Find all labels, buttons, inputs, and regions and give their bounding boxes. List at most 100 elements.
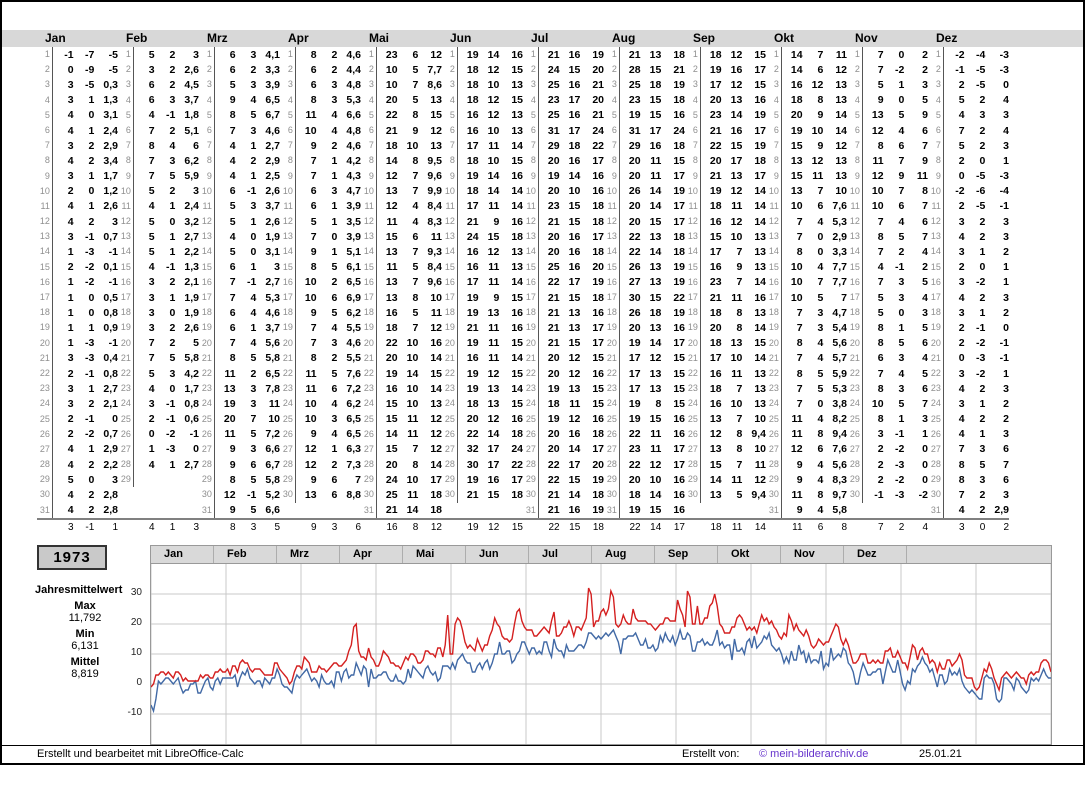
temp-max-cell: 9 <box>310 306 317 319</box>
day-number: 31 <box>199 502 215 518</box>
day-row: 10 6 -1 2,6 <box>199 183 280 199</box>
day-row: 5 20 9 14 <box>766 107 847 123</box>
temp-mean-cell: 5,3 <box>832 215 847 228</box>
temp-mean-cell: 5,3 <box>346 94 361 107</box>
temp-mean-cell: 15 <box>592 382 604 395</box>
temp-mean-cell: 9,4 <box>751 428 766 441</box>
day-number: 11 <box>604 198 620 215</box>
temp-mean-cell: 1 <box>1003 261 1009 274</box>
temp-max-cell: 9 <box>796 504 803 517</box>
temp-min-cell: 6 <box>817 200 824 213</box>
temp-min-cell: 10 <box>730 230 743 243</box>
day-number: 2 <box>280 62 296 78</box>
day-row: 21 3 -3 0,4 <box>37 350 118 366</box>
day-number: 5 <box>928 107 944 123</box>
day-row: 19 21 11 16 <box>442 320 523 336</box>
day-row: 20 8 4 5,6 <box>766 335 847 351</box>
day-row: 21 8 5 5,8 <box>199 350 280 366</box>
temp-mean-cell: 11 <box>916 170 928 183</box>
temp-mean-cell: 15 <box>511 291 523 304</box>
temp-mean-cell: 2,6 <box>184 321 199 334</box>
summary-value: 14 <box>650 521 662 533</box>
temp-mean-cell: 13 <box>754 397 766 410</box>
day-row: 27 20 14 17 <box>523 441 604 458</box>
day-row: 11 18 11 14 <box>685 198 766 215</box>
temp-mean-cell: 3,1 <box>103 109 118 122</box>
temp-max-cell: 5 <box>229 246 236 259</box>
temp-min-cell: 10 <box>406 352 419 365</box>
temp-max-cell: 4 <box>67 443 74 456</box>
temp-min-cell: 14 <box>406 504 419 517</box>
temp-mean-cell: 7 <box>841 291 847 304</box>
day-number: 26 <box>118 426 134 442</box>
temp-mean-cell: 18 <box>511 489 523 502</box>
day-row: 30 -1 -3 -2 <box>847 487 928 503</box>
temp-mean-cell: 5,6 <box>832 337 847 350</box>
day-number: 31 <box>37 502 53 518</box>
day-row: 27 9 3 6,6 <box>199 441 280 458</box>
temp-min-cell: -2 <box>975 367 986 380</box>
temp-max-cell: 19 <box>466 337 479 350</box>
temp-min-cell: 16 <box>730 124 743 137</box>
temp-mean-cell: 18 <box>673 246 685 259</box>
temp-min-cell: 4 <box>817 413 824 426</box>
day-number: 31 <box>766 502 782 518</box>
day-row: 24 19 3 11 <box>199 396 280 412</box>
temp-min-cell: 5 <box>169 352 176 365</box>
temp-min-cell: 3 <box>979 109 986 122</box>
temp-max-cell: 8 <box>310 352 317 365</box>
temp-mean-cell: 7,6 <box>832 443 847 456</box>
temp-max-cell: 6 <box>310 200 317 213</box>
temp-min-cell: 3 <box>331 78 338 91</box>
temp-min-cell: -2 <box>84 261 95 274</box>
day-number: 1 <box>685 47 701 63</box>
day-number: 19 <box>928 320 944 336</box>
temp-min-cell: -6 <box>975 185 986 198</box>
day-number: 26 <box>847 426 863 442</box>
day-number: 28 <box>280 457 296 473</box>
temp-min-cell: 10 <box>487 124 500 137</box>
temp-max-cell: 18 <box>709 382 722 395</box>
day-number: 6 <box>523 122 539 139</box>
archive-link[interactable]: © mein-bilderarchiv.de <box>759 748 869 760</box>
temp-mean-cell: 1 <box>922 428 928 441</box>
day-number: 10 <box>928 183 944 199</box>
temp-mean-cell: 3,7 <box>184 94 199 107</box>
temp-min-cell: 3 <box>169 367 176 380</box>
temp-mean-cell: 4,6 <box>265 306 280 319</box>
day-row: 29 24 10 17 <box>361 472 442 488</box>
day-row: 14 22 14 18 <box>604 244 685 260</box>
day-number: 8 <box>766 153 782 169</box>
day-number: 14 <box>37 244 53 260</box>
day-number <box>361 520 377 535</box>
temp-mean-cell: 19 <box>592 276 604 289</box>
day-row: 14 3 1 2 <box>928 244 1009 260</box>
day-number: 18 <box>361 305 377 321</box>
temp-min-cell: 12 <box>487 246 500 259</box>
day-number: 12 <box>118 214 134 230</box>
temp-max-cell: 4 <box>67 489 74 502</box>
temp-min-cell: 8 <box>412 154 419 167</box>
day-number: 23 <box>847 381 863 397</box>
day-row: 21 8 2 5,5 <box>280 350 361 366</box>
day-row: 28 22 12 17 <box>604 457 685 473</box>
day-row: 29 8 5 5,8 <box>199 472 280 488</box>
day-row: 17 5 3 4 <box>847 290 928 306</box>
day-row: 17 30 15 22 <box>604 290 685 306</box>
summary-value: 3 <box>193 521 199 533</box>
temp-max-cell: 9 <box>229 458 236 471</box>
temp-min-cell: 16 <box>649 139 662 152</box>
temp-max-cell: 19 <box>628 413 641 426</box>
temp-mean-cell: 5 <box>922 321 928 334</box>
temp-min-cell: -5 <box>975 200 986 213</box>
day-row: 3 2 -5 0 <box>928 77 1009 93</box>
temp-max-cell: 14 <box>790 48 803 61</box>
day-number: 12 <box>523 214 539 230</box>
temp-max-cell: 10 <box>304 276 317 289</box>
temp-min-cell: 2 <box>979 489 986 502</box>
temp-mean-cell: 8,8 <box>346 489 361 502</box>
day-row: 3 3 -5 0,3 <box>37 77 118 93</box>
temp-min-cell: 4 <box>169 139 176 152</box>
temp-min-cell: 3 <box>898 276 905 289</box>
